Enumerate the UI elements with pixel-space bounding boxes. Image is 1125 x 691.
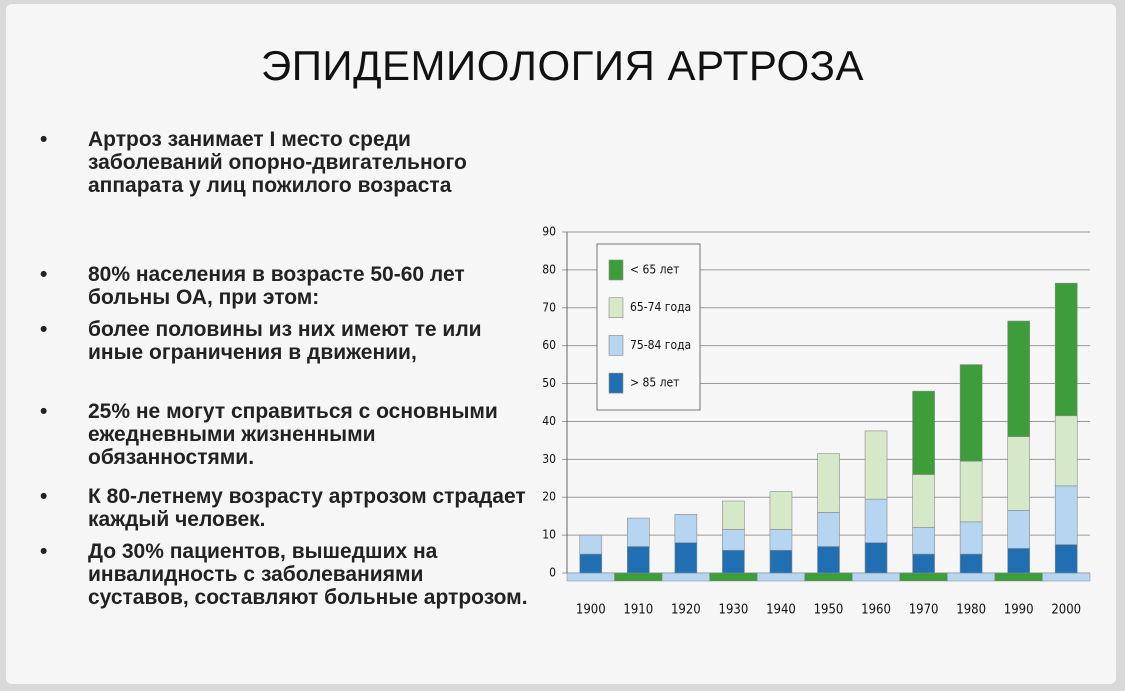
y-tick-label: 60: [542, 338, 556, 352]
axis-strip: [661, 572, 710, 582]
axis-strip: [804, 572, 853, 582]
legend-label: 65-74 года: [630, 300, 691, 314]
y-tick-label: 40: [542, 414, 556, 428]
bullet-text: Артроз занимает I место среди заболевани…: [88, 128, 467, 197]
bar-segment: [1007, 320, 1030, 437]
axis-strip: [852, 572, 901, 582]
bar-segment: [1054, 282, 1078, 417]
bar-segment: [864, 542, 888, 574]
bar-segment: [959, 364, 983, 462]
bar-segment: [769, 549, 793, 574]
bullet-text: До 30% пациентов, вышедших на инвалиднос…: [88, 540, 528, 609]
bar-segment: [722, 500, 745, 530]
bullet-dot: •: [40, 318, 48, 341]
y-tick-label: 20: [542, 490, 556, 504]
axis-strip: [1042, 572, 1091, 582]
bar-segment: [674, 542, 698, 574]
axis-strip: [994, 572, 1043, 582]
bullet-dot: •: [40, 128, 48, 151]
x-tick-label: 1930: [719, 603, 749, 618]
bar-segment: [722, 549, 745, 574]
bar-segment: [1007, 548, 1030, 574]
bullet-text: более половины из них имеют те или иные …: [88, 318, 482, 364]
bullet-text: 80% населения в возрасте 50-60 лет больн…: [88, 263, 465, 309]
bar-segment: [1054, 415, 1078, 487]
y-tick-label: 10: [542, 528, 556, 542]
legend-label: 75-84 года: [630, 338, 691, 352]
legend-swatch: [608, 259, 624, 281]
bar-segment: [864, 430, 888, 500]
bullet-dot: •: [40, 263, 48, 286]
bar-segment: [817, 546, 840, 574]
bar-segment: [1054, 485, 1078, 545]
x-tick-label: 1960: [861, 603, 891, 618]
bar-segment: [817, 512, 840, 547]
y-tick-label: 0: [549, 566, 556, 580]
bar-segment: [627, 546, 650, 574]
legend-label: > 85 лет: [630, 376, 679, 390]
x-tick-label: 2000: [1051, 603, 1081, 618]
x-tick-label: 1980: [956, 603, 986, 618]
bar-segment: [959, 521, 983, 555]
bullet-text: 25% не могут справиться с основными ежед…: [88, 400, 498, 469]
bar-segment: [674, 513, 698, 543]
bar-segment: [912, 474, 935, 528]
axis-strip: [756, 572, 805, 582]
axis-strip: [614, 572, 663, 582]
x-tick-label: 1990: [1004, 603, 1034, 618]
y-tick-label: 80: [542, 262, 556, 276]
y-tick-label: 30: [542, 452, 556, 466]
axis-strip: [947, 572, 996, 582]
slide-title: ЭПИДЕМИОЛОГИЯ АРТРОЗА: [261, 42, 864, 89]
bar-segment: [579, 534, 603, 555]
x-tick-label: 1950: [814, 603, 844, 618]
bullet-dot: •: [40, 400, 48, 423]
x-tick-label: 1920: [671, 603, 701, 618]
axis-strip: [566, 572, 615, 582]
bullet-text: К 80-летнему возрасту артрозом страдает …: [88, 485, 526, 531]
x-tick-label: 1910: [623, 603, 653, 618]
bar-segment: [769, 491, 793, 530]
legend-swatch: [608, 297, 624, 319]
y-tick-label: 50: [542, 376, 556, 390]
bar-segment: [579, 553, 603, 574]
bar-segment: [817, 453, 840, 513]
bar-segment: [627, 517, 650, 547]
bar-segment: [1007, 510, 1030, 549]
axis-strip: [899, 572, 948, 582]
bar-segment: [912, 527, 935, 555]
bar-segment: [769, 529, 793, 551]
x-tick-label: 1970: [909, 603, 939, 618]
bullet-dot: •: [40, 540, 48, 563]
legend-swatch: [608, 335, 624, 356]
bar-segment: [722, 529, 745, 551]
bar-segment: [1007, 436, 1030, 511]
bar-segment: [959, 460, 983, 523]
bar-segment: [959, 553, 983, 574]
bar-segment: [1054, 544, 1078, 574]
bar-segment: [864, 498, 888, 543]
bar-segment: [912, 390, 935, 475]
y-tick-label: 70: [542, 300, 556, 314]
axis-strip: [709, 572, 758, 582]
x-tick-label: 1940: [766, 603, 796, 618]
legend-swatch: [608, 372, 624, 394]
x-tick-label: 1900: [576, 603, 606, 618]
bullet-dot: •: [40, 485, 48, 508]
bar-segment: [912, 553, 935, 574]
legend-label: < 65 лет: [630, 263, 679, 277]
y-tick-label: 90: [542, 225, 556, 239]
